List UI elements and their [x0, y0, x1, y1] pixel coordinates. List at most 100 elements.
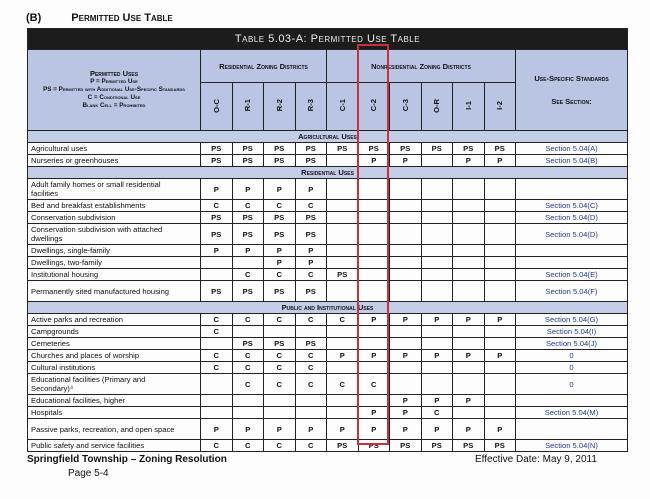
permission-cell	[389, 337, 422, 350]
permission-cell: P	[389, 394, 422, 407]
permission-cell: P	[294, 178, 327, 200]
permission-cell	[452, 406, 485, 419]
permission-cell	[483, 361, 516, 374]
permission-cell: C	[231, 361, 264, 374]
use-name: Public safety and service facilities	[27, 439, 201, 452]
use-name: Passive parks, recreation, and open spac…	[27, 418, 201, 440]
permission-cell	[389, 211, 422, 224]
use-name: Bed and breakfast establishments	[27, 199, 201, 212]
permission-cell: PS	[231, 280, 264, 302]
standards-link[interactable]: Section 5.04(A)	[515, 142, 628, 155]
standards-link[interactable]: Section 5.04(M)	[515, 406, 628, 419]
permission-cell	[389, 244, 422, 257]
permission-cell: PS	[200, 142, 233, 155]
permission-cell: C	[231, 349, 264, 362]
permission-cell: C	[294, 361, 327, 374]
permission-cell: C	[326, 313, 359, 326]
permission-cell	[483, 211, 516, 224]
standards-link[interactable]: Section 5.04(D)	[515, 223, 628, 245]
standards-link[interactable]: Section 5.04(D)	[515, 211, 628, 224]
table-row: Dwellings, single-family P P P P	[27, 244, 628, 257]
permission-cell: PS	[452, 142, 485, 155]
permission-cell	[483, 244, 516, 257]
permission-cell: C	[294, 373, 327, 395]
permission-cell	[326, 223, 359, 245]
permission-cell: C	[231, 268, 264, 281]
standards-link[interactable]: Section 5.04(F)	[515, 280, 628, 302]
permission-cell	[326, 178, 359, 200]
permission-cell	[389, 178, 422, 200]
column-header: C-1	[326, 82, 359, 131]
table-row: Active parks and recreation C C C C C P P P P P Sec…	[27, 313, 628, 326]
permission-cell: C	[294, 268, 327, 281]
table-row: Cultural institutions C C C C 0	[27, 361, 628, 374]
standards-link[interactable]: Section 5.04(I)	[515, 325, 628, 338]
standards-link[interactable]: Section 5.04(G)	[515, 313, 628, 326]
standards-link[interactable]: Section 5.04(C)	[515, 199, 628, 212]
permission-cell: P	[263, 256, 296, 269]
column-label: C-1	[337, 99, 347, 112]
permission-cell: C	[200, 325, 233, 338]
permission-cell: P	[294, 418, 327, 440]
permission-cell: PS	[294, 142, 327, 155]
permission-cell	[326, 199, 359, 212]
permission-cell: P	[326, 349, 359, 362]
standards-link[interactable]: Section 5.04(J)	[515, 337, 628, 350]
use-name: Educational facilities (Primary and Seco…	[27, 373, 201, 395]
legend-c: C = Conditional Use	[87, 94, 141, 101]
standards-link	[515, 244, 628, 257]
permission-cell: P	[483, 313, 516, 326]
legend-title: Permitted Uses	[89, 69, 139, 78]
permission-cell	[200, 373, 233, 395]
permission-cell: PS	[231, 337, 264, 350]
permission-cell: P	[452, 313, 485, 326]
table-row: Hospitals P P C Section 5.04(M)	[27, 406, 628, 419]
standards-link	[515, 178, 628, 200]
column-header: C-3	[389, 82, 422, 131]
permission-cell: PS	[200, 223, 233, 245]
permission-cell: C	[200, 199, 233, 212]
column-label: C-3	[400, 99, 410, 112]
permission-cell: P	[231, 244, 264, 257]
permission-cell: PS	[231, 223, 264, 245]
permission-cell	[326, 256, 359, 269]
use-name: Conservation subdivision	[27, 211, 201, 224]
permission-cell: P	[200, 418, 233, 440]
table-row: Permanently sited manufactured housing PS…	[27, 280, 628, 302]
standards-link[interactable]: Section 5.04(B)	[515, 154, 628, 167]
permission-cell: C	[263, 268, 296, 281]
permission-cell: P	[294, 256, 327, 269]
permission-cell	[200, 256, 233, 269]
section-row: Residential Uses	[27, 166, 628, 179]
use-name: Dwellings, single-family	[27, 244, 201, 257]
permission-cell: PS	[263, 223, 296, 245]
table-row: Cemeteries PS PS PS Section 5.04(J)	[27, 337, 628, 350]
permission-cell: PS	[452, 439, 485, 452]
permission-cell: PS	[326, 439, 359, 452]
table-row: Conservation subdivision PS PS PS PS Section …	[27, 211, 628, 224]
section-label: (B)	[26, 12, 42, 24]
permission-cell: P	[483, 418, 516, 440]
permission-cell: PS	[294, 211, 327, 224]
permission-cell	[200, 337, 233, 350]
legend: Permitted Uses P = Permitted Use PS = Pe…	[27, 49, 201, 131]
table-row: Nurseries or greenhouses PS PS PS PS P P P P Sect…	[27, 154, 628, 167]
use-name: Nurseries or greenhouses	[27, 154, 201, 167]
permission-cell: P	[483, 349, 516, 362]
standards-link[interactable]: Section 5.04(N)	[515, 439, 628, 452]
permission-cell: C	[263, 313, 296, 326]
permission-cell	[326, 280, 359, 302]
permission-cell	[200, 268, 233, 281]
use-name: Cultural institutions	[27, 361, 201, 374]
permission-cell	[326, 154, 359, 167]
permission-cell	[389, 268, 422, 281]
standards-link: 0	[515, 361, 628, 374]
see-section: See Section:	[551, 97, 592, 106]
permission-cell: PS	[294, 154, 327, 167]
permission-cell: P	[420, 313, 453, 326]
standards-link[interactable]: Section 5.04(E)	[515, 268, 628, 281]
permission-cell: P	[200, 178, 233, 200]
permission-cell: PS	[294, 280, 327, 302]
column-label: R-2	[274, 99, 284, 112]
permission-cell: C	[200, 349, 233, 362]
